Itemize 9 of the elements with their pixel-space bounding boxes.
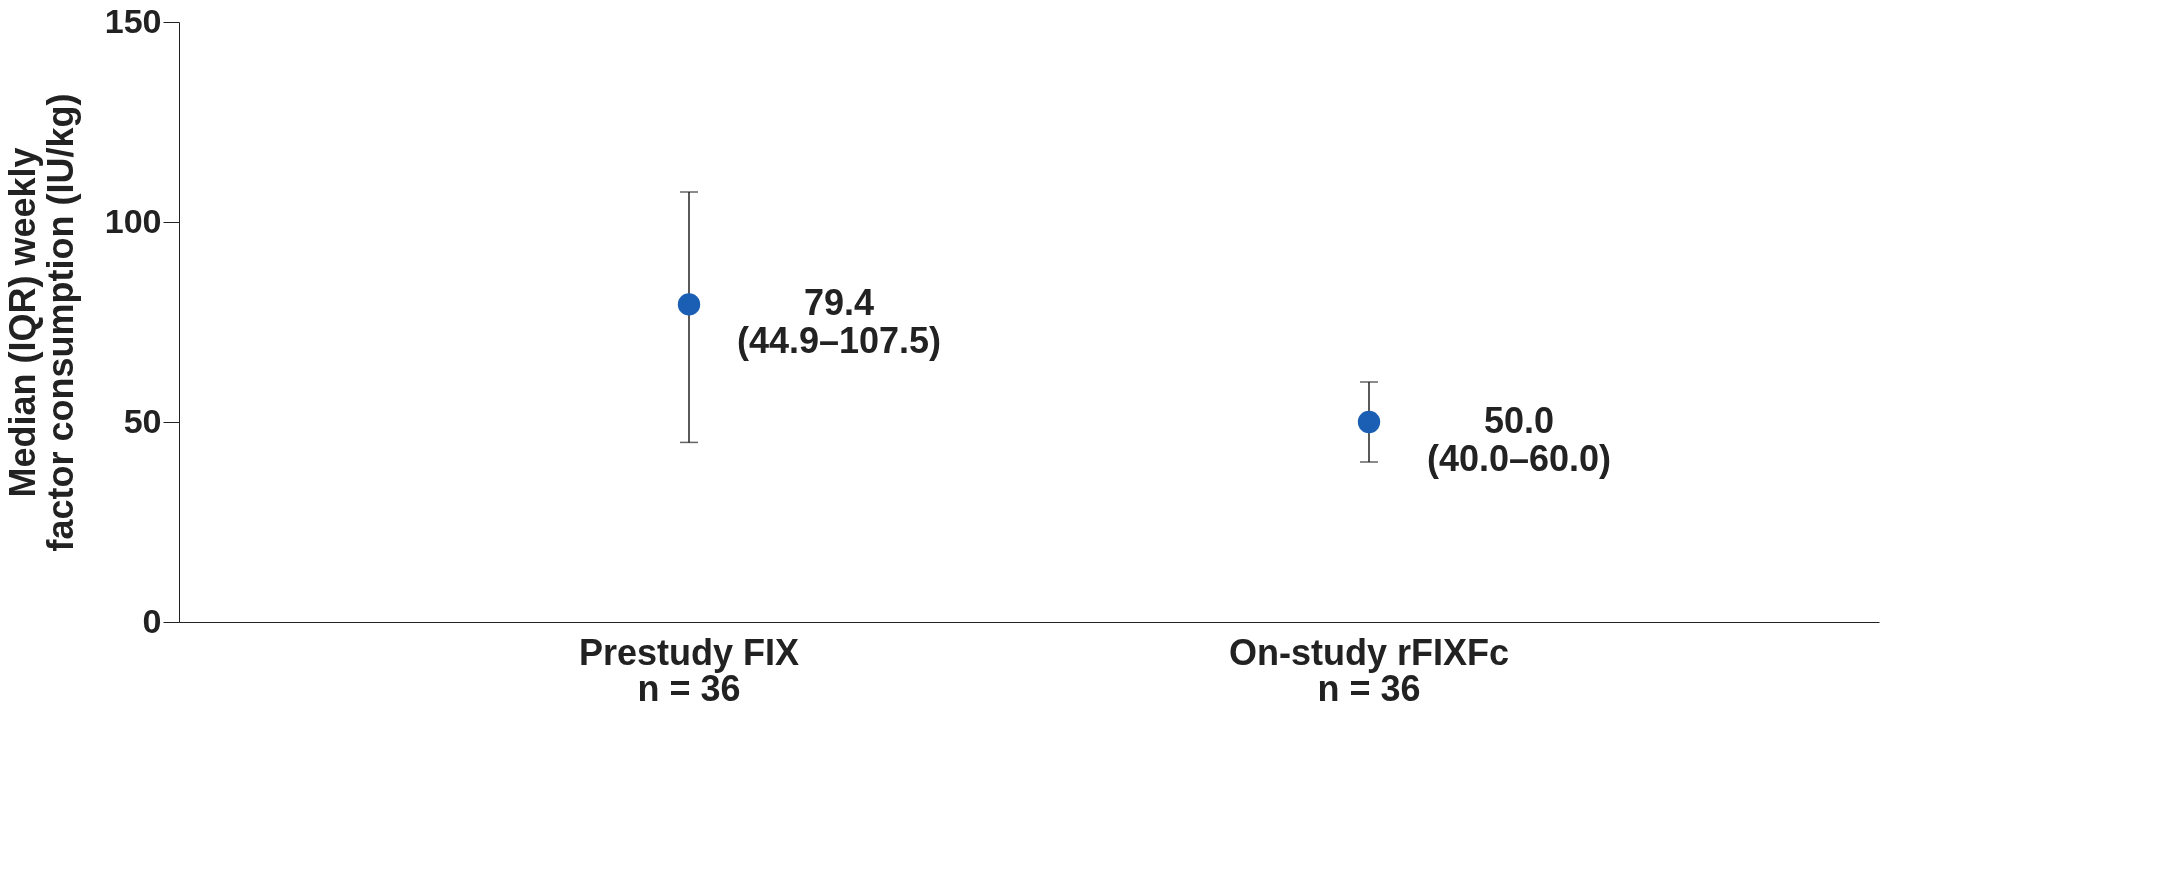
x-tick-label: Prestudy FIX n = 36 [578,631,800,709]
y-tick-label: 0 [142,601,162,640]
data-label: 79.4 (44.9–107.5) [736,282,942,362]
y-tick-label: 50 [123,401,162,440]
y-tick-label: 150 [104,1,162,40]
y-tick-label: 100 [104,201,162,240]
y-axis-title: Median (IQR) weekly factor consumption (IU/kg) [1,93,81,552]
x-tick-label: On-study rFIXFc n = 36 [1228,631,1510,709]
data-label: 50.0 (40.0–60.0) [1426,400,1612,479]
